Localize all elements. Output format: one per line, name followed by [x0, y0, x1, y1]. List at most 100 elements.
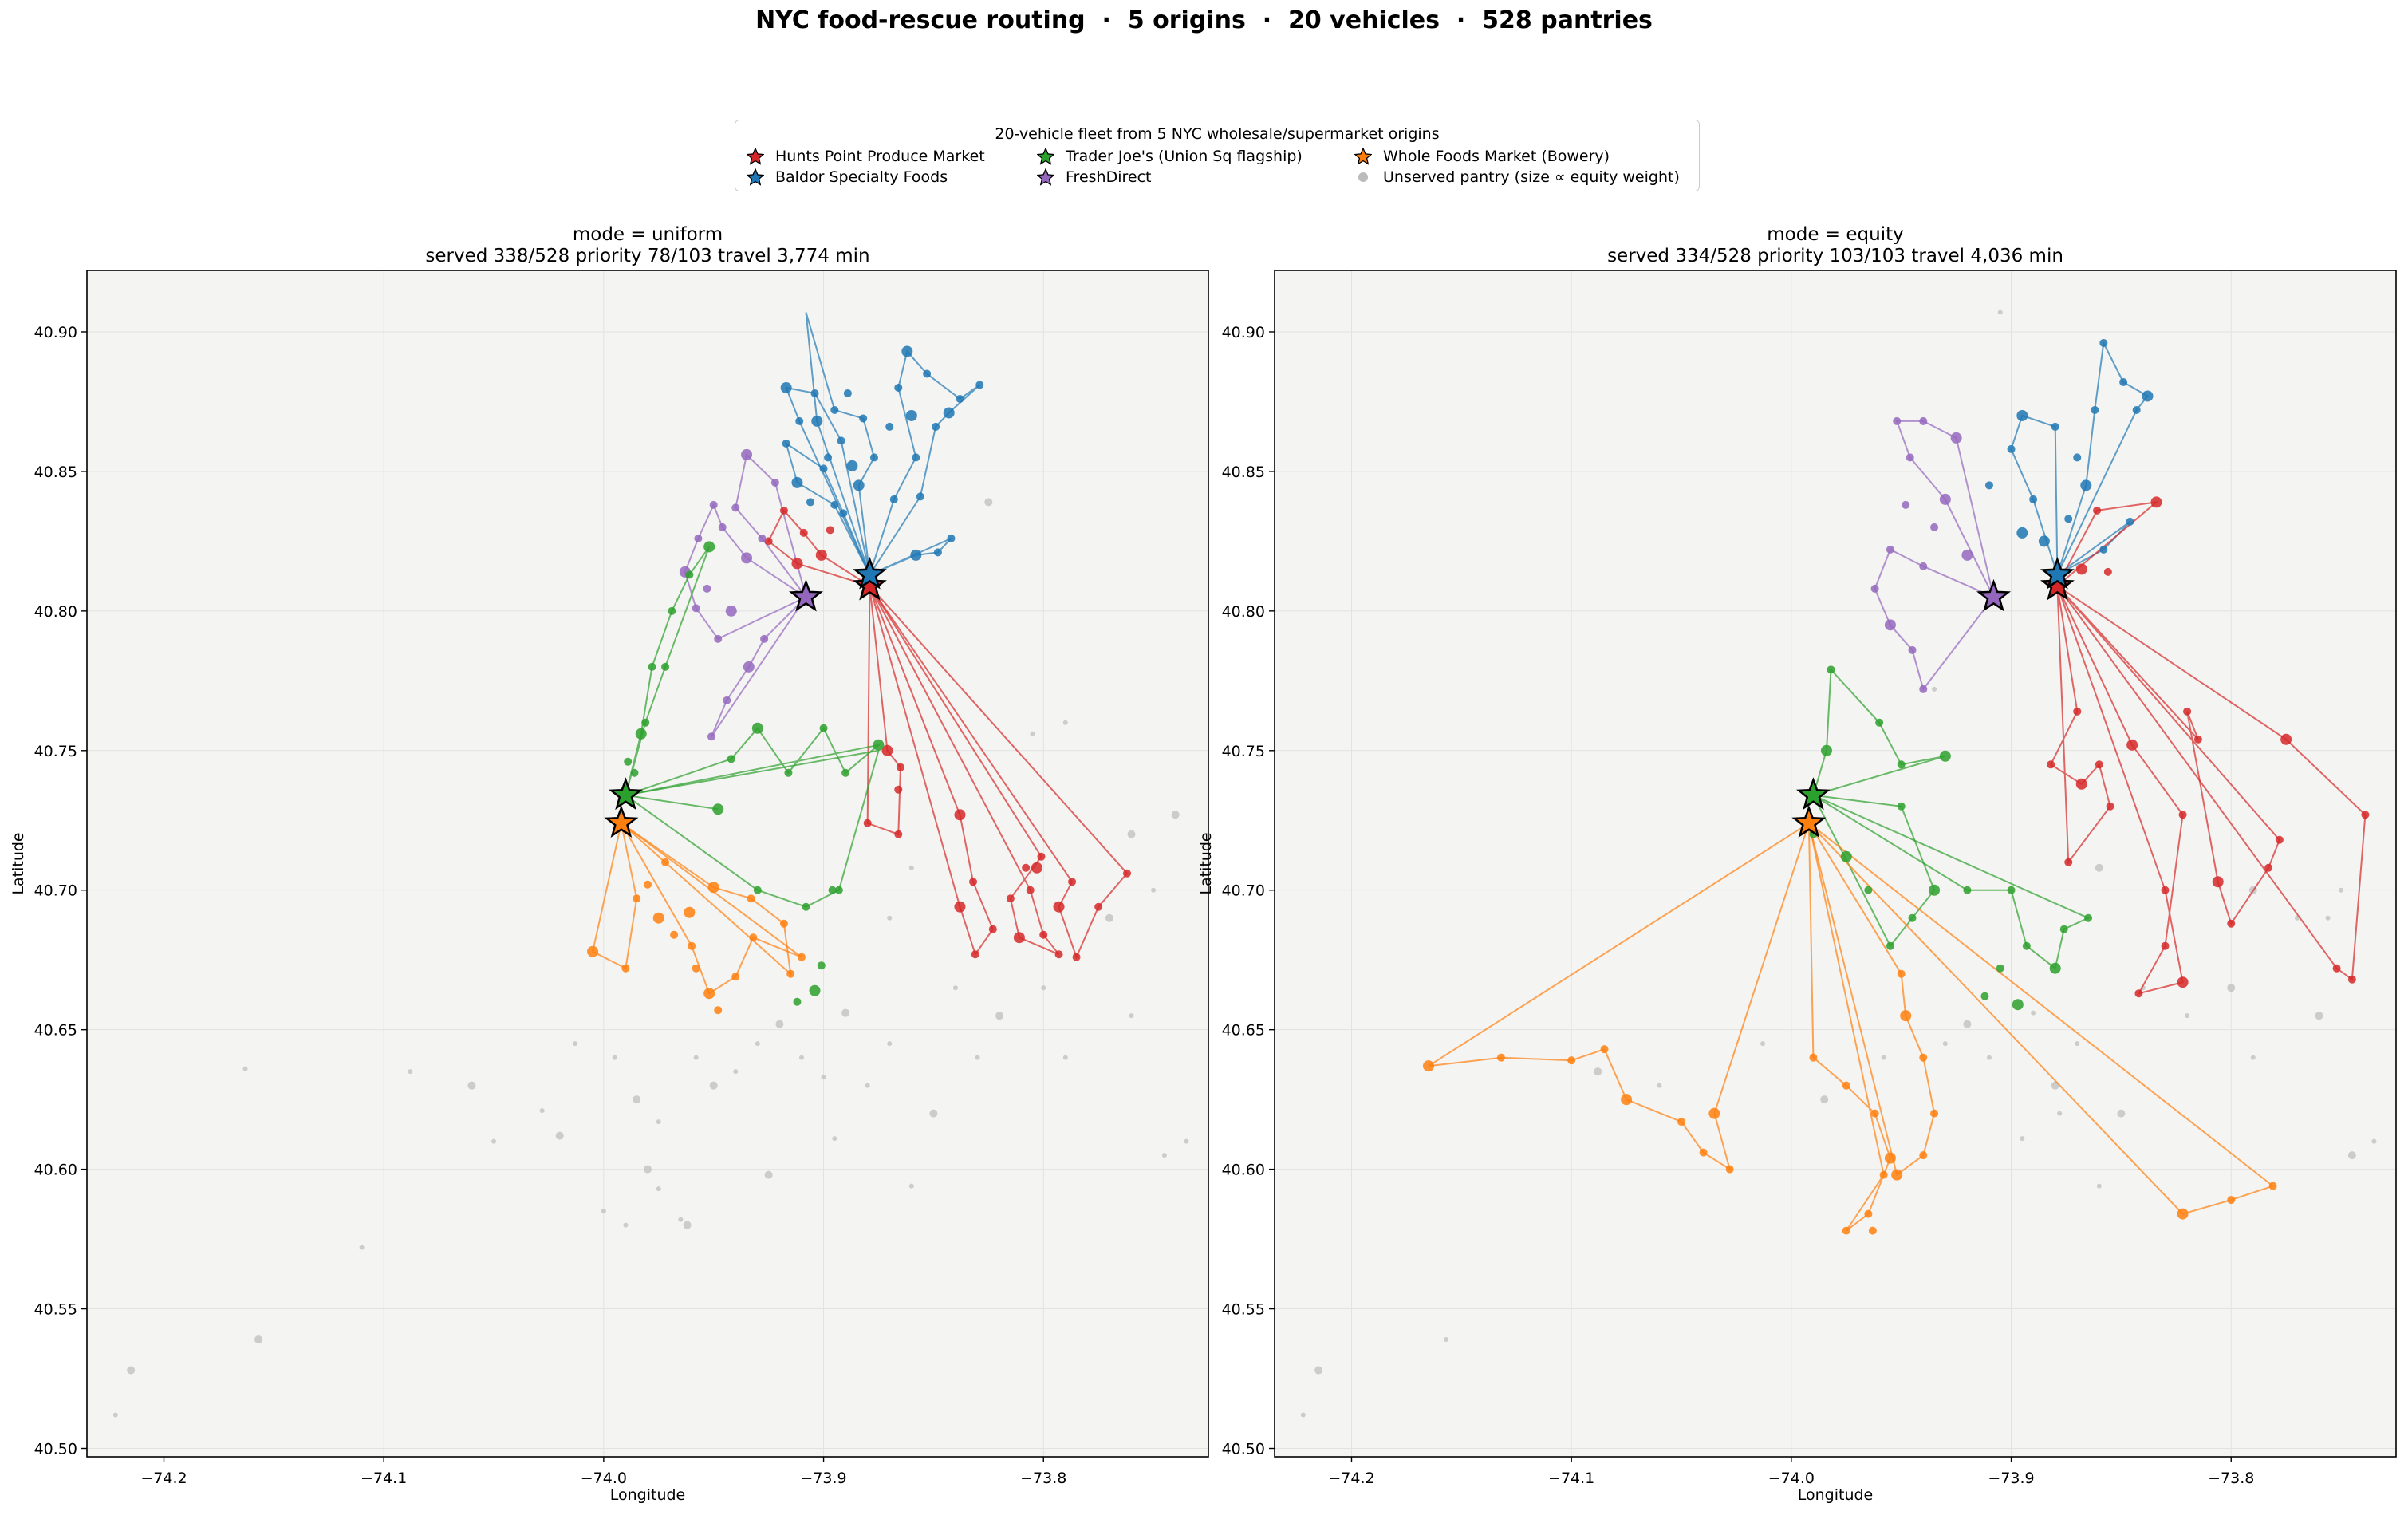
- route-line: [735, 452, 807, 598]
- unserved-pantry-point: [1657, 1083, 1662, 1088]
- served-pantry-point: [846, 460, 858, 471]
- unserved-pantry-point: [112, 1412, 118, 1418]
- served-pantry-point: [692, 604, 700, 613]
- served-pantry-point: [943, 407, 955, 419]
- served-pantry-point: [1902, 500, 1910, 509]
- legend-label-hunts-point: Hunts Point Produce Market: [775, 148, 985, 165]
- served-pantry-point: [793, 997, 802, 1006]
- unserved-pantry-point: [539, 1108, 545, 1114]
- legend-item-freshdirect: FreshDirect: [1037, 168, 1151, 186]
- legend: 20-vehicle fleet from 5 NYC wholesale/su…: [735, 120, 1700, 191]
- served-pantry-point: [2212, 876, 2224, 888]
- served-pantry-point: [707, 882, 719, 894]
- served-pantry-point: [2150, 496, 2162, 508]
- origin-star: [2040, 567, 2075, 601]
- served-pantry-point: [1840, 850, 1852, 862]
- unserved-pantry-point: [1760, 1041, 1766, 1047]
- unserved-pantry-point: [656, 1186, 661, 1192]
- served-pantry-point: [2012, 999, 2024, 1011]
- served-pantry-point: [1422, 1060, 1434, 1072]
- plot-frame: [1274, 270, 2397, 1458]
- served-pantry-point: [905, 409, 917, 421]
- served-pantry-point: [1864, 886, 1873, 894]
- served-pantry-point: [806, 498, 815, 507]
- served-pantry-point: [751, 722, 763, 734]
- unserved-pantry-point: [1041, 985, 1046, 991]
- served-pantry-point: [969, 878, 978, 886]
- served-pantry-point: [718, 523, 727, 531]
- unserved-pantry-point: [1127, 830, 1136, 838]
- route-line: [2056, 585, 2281, 925]
- served-pantry-point: [1094, 902, 1103, 911]
- served-pantry-point: [1022, 863, 1031, 872]
- unserved-pantry-point: [2096, 1183, 2102, 1189]
- served-pantry-point: [635, 728, 647, 740]
- served-pantry-point: [661, 858, 670, 866]
- served-pantry-point: [692, 964, 700, 973]
- y-tick-label: 40.80: [34, 603, 77, 621]
- served-pantry-point: [714, 1006, 723, 1015]
- served-pantry-point: [2016, 409, 2028, 421]
- served-pantry-point: [2106, 802, 2114, 811]
- served-pantry-point: [648, 662, 656, 671]
- served-pantry-point: [644, 880, 652, 889]
- served-pantry-point: [707, 732, 715, 741]
- served-pantry-point: [889, 495, 898, 503]
- served-pantry-point: [1984, 481, 1993, 490]
- plot-background: [1275, 270, 2396, 1457]
- served-pantry-point: [894, 383, 903, 392]
- unserved-pantry-point: [975, 1055, 980, 1060]
- served-pantry-point: [1886, 941, 1894, 950]
- served-pantry-point: [2059, 925, 2068, 933]
- unserved-pantry-point: [1129, 1013, 1134, 1019]
- unserved-pantry-point: [683, 1221, 692, 1229]
- legend-item-hunts-point: Hunts Point Produce Market: [747, 148, 985, 165]
- served-pantry-point: [2016, 527, 2028, 539]
- served-pantry-point: [780, 381, 792, 393]
- served-pantry-point: [859, 414, 868, 423]
- served-pantry-point: [975, 381, 984, 389]
- served-pantry-point: [954, 809, 966, 821]
- unserved-pantry-point: [2325, 915, 2331, 921]
- served-pantry-point: [760, 634, 769, 643]
- route-line: [625, 726, 882, 796]
- served-pantry-point: [923, 369, 932, 378]
- served-pantry-point: [1891, 1169, 1903, 1181]
- y-tick-label: 40.50: [34, 1441, 77, 1458]
- served-pantry-point: [2193, 735, 2202, 744]
- origin-star: [609, 777, 643, 811]
- unserved-pantry-point: [2227, 984, 2236, 992]
- served-pantry-point: [731, 503, 740, 512]
- served-pantry-point: [1908, 913, 1917, 922]
- served-pantry-point: [1026, 886, 1035, 894]
- unserved-pantry-point: [1300, 1412, 1306, 1418]
- unserved-pantry-point: [1942, 1041, 1948, 1047]
- route-line: [1874, 548, 1995, 691]
- served-pantry-point: [1809, 1053, 1818, 1062]
- served-pantry-point: [2126, 739, 2138, 751]
- served-pantry-point: [630, 768, 639, 777]
- unserved-pantry-point: [1184, 1138, 1189, 1144]
- unserved-pantry-point: [764, 1170, 773, 1179]
- served-pantry-point: [731, 973, 740, 981]
- unserved-pantry-point: [984, 498, 993, 507]
- origin-star: [604, 805, 639, 838]
- served-pantry-point: [873, 739, 885, 751]
- served-pantry-point: [2227, 919, 2236, 928]
- served-pantry-point: [956, 394, 964, 403]
- unserved-pantry-point: [2075, 1041, 2080, 1047]
- x-tick-label: −73.8: [2208, 1470, 2254, 1487]
- served-pantry-point: [2064, 515, 2073, 523]
- unserved-pantry-point: [887, 915, 893, 921]
- origin-star: [853, 567, 887, 601]
- served-pantry-point: [2047, 760, 2055, 769]
- x-axis-label: Longitude: [610, 1486, 686, 1504]
- served-pantry-point: [2264, 863, 2273, 872]
- unserved-pantry-point: [612, 1055, 617, 1060]
- served-pantry-point: [1886, 545, 1894, 554]
- served-pantry-point: [784, 768, 793, 777]
- y-tick-label: 40.65: [34, 1022, 77, 1040]
- panel-subtitle: served 334/528 priority 103/103 travel 4…: [1607, 246, 2063, 266]
- served-pantry-point: [2134, 989, 2143, 998]
- unserved-pantry-point: [2095, 863, 2103, 872]
